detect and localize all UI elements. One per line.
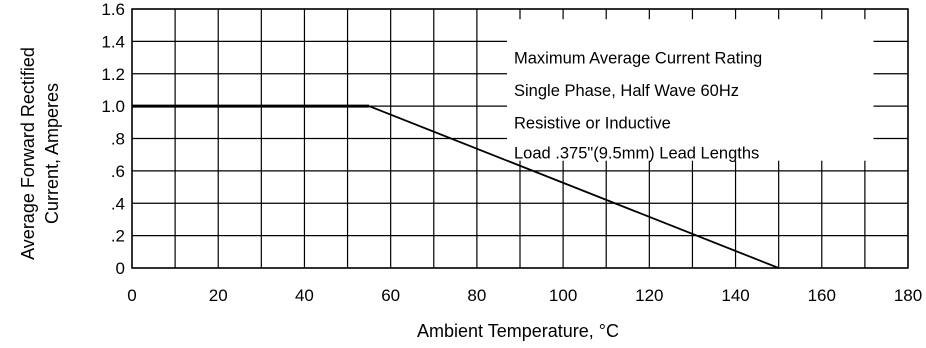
x-tick-label: 0 <box>127 286 136 305</box>
x-tick-label: 20 <box>209 286 228 305</box>
annotation-line-1: Maximum Average Current Rating <box>514 50 762 68</box>
x-tick-label: 80 <box>467 286 486 305</box>
y-axis-label-line-1: Average Forward Rectified <box>18 47 38 260</box>
y-tick-label: 1.6 <box>101 0 125 19</box>
annotation-line-2: Single Phase, Half Wave 60Hz <box>514 82 739 100</box>
y-tick-label: .4 <box>111 194 125 213</box>
x-axis-label: Ambient Temperature, °C <box>417 321 619 341</box>
x-tick-label: 40 <box>295 286 314 305</box>
y-tick-label: .6 <box>111 162 125 181</box>
x-tick-label: 100 <box>549 286 577 305</box>
x-tick-label: 160 <box>808 286 836 305</box>
y-tick-label: 1.2 <box>101 65 125 84</box>
annotation-box <box>507 19 874 161</box>
y-tick-label: .8 <box>111 130 125 149</box>
x-tick-label: 180 <box>894 286 922 305</box>
x-tick-labels: 0 20 40 60 80 100 120 140 160 180 <box>127 286 922 305</box>
x-tick-label: 60 <box>381 286 400 305</box>
annotation-line-4: Load .375"(9.5mm) Lead Lengths <box>514 145 759 163</box>
annotation-line-3: Resistive or Inductive <box>514 114 671 132</box>
y-axis-label-line-2: Current, Amperes <box>42 83 62 224</box>
series-lines <box>132 104 779 269</box>
y-tick-label: 1.4 <box>101 32 125 51</box>
y-tick-label: 0 <box>116 259 125 278</box>
y-tick-label: 1.0 <box>101 97 125 116</box>
y-tick-labels: 0 .2 .4 .6 .8 1.0 1.2 1.4 1.6 <box>101 0 125 278</box>
x-tick-label: 140 <box>721 286 749 305</box>
plot-frame <box>131 8 909 269</box>
x-tick-label: 120 <box>635 286 663 305</box>
series-segment-derating <box>368 105 779 269</box>
annotation: Maximum Average Current Rating Single Ph… <box>514 50 762 163</box>
y-tick-label: .2 <box>111 227 125 246</box>
